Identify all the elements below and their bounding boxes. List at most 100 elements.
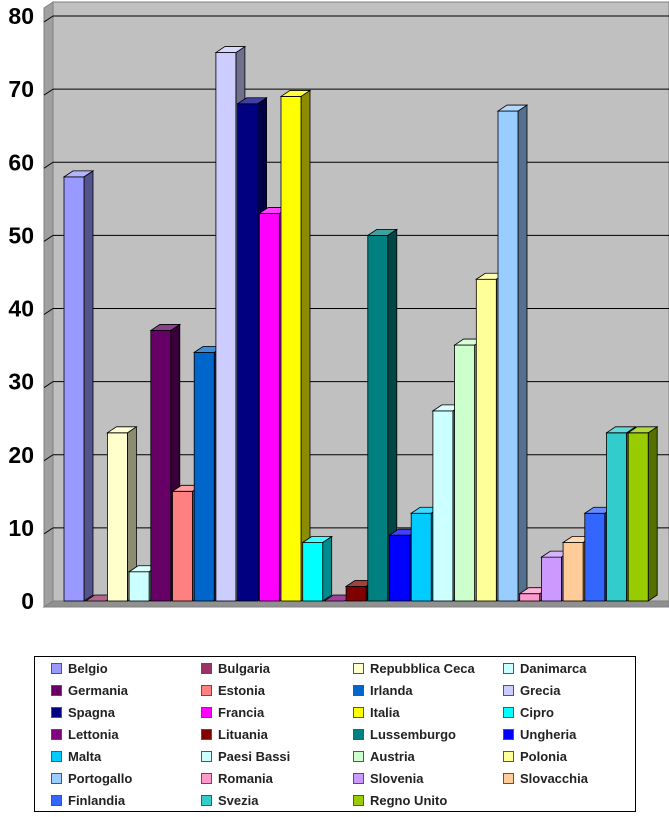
legend-item: Bulgaria <box>201 659 270 677</box>
bar <box>606 432 627 602</box>
legend-swatch <box>353 728 364 740</box>
legend-swatch <box>51 706 62 718</box>
legend-label: Irlanda <box>370 682 413 698</box>
legend-item: Estonia <box>201 681 265 699</box>
legend-swatch <box>201 772 212 784</box>
legend-swatch <box>353 772 364 784</box>
bar-top <box>496 104 529 112</box>
bar-top <box>605 426 637 434</box>
legend-item: Regno Unito <box>353 791 447 809</box>
bar <box>215 52 237 602</box>
legend-label: Danimarca <box>520 660 587 676</box>
legend-label: Romania <box>218 770 273 786</box>
legend-item: Svezia <box>201 791 258 809</box>
bar <box>107 432 128 602</box>
bar <box>237 103 259 602</box>
legend-label: Regno Unito <box>370 792 448 808</box>
legend-swatch <box>503 772 514 784</box>
legend-label: Italia <box>370 704 400 720</box>
legend-item: Belgio <box>51 659 108 677</box>
bar-top <box>106 426 138 434</box>
bar-chart: 0 10 20 30 40 50 60 70 80 <box>8 1 669 614</box>
legend-swatch <box>353 750 364 762</box>
chart-wall <box>52 1 669 602</box>
legend-label: Cipro <box>520 704 554 720</box>
legend-item: Lituania <box>201 725 268 743</box>
bar <box>280 96 302 602</box>
legend-swatch <box>503 684 514 696</box>
bar <box>128 571 150 602</box>
y-tick-label: 20 <box>8 442 34 468</box>
y-tick-label: 60 <box>8 149 34 175</box>
legend-label: Ungheria <box>520 726 577 742</box>
bar <box>475 278 497 602</box>
bar-side <box>517 104 528 602</box>
legend-label: Polonia <box>520 748 567 764</box>
legend-item: Cipro <box>503 703 554 721</box>
legend-swatch <box>201 706 212 718</box>
bar <box>519 593 541 602</box>
bar <box>172 490 193 602</box>
bar-side <box>300 89 311 602</box>
legend-swatch <box>51 794 62 806</box>
legend-item: Slovacchia <box>503 769 588 787</box>
legend-label: Slovenia <box>370 770 424 786</box>
legend-item: Spagna <box>51 703 115 721</box>
chart-side-wall <box>43 1 54 608</box>
bar <box>584 512 606 602</box>
legend-item: Irlanda <box>353 681 413 699</box>
legend-item: Grecia <box>503 681 560 699</box>
legend-label: Spagna <box>68 704 115 720</box>
bar <box>63 176 85 602</box>
legend-item: Finlandia <box>51 791 125 809</box>
gridline-side <box>43 161 54 169</box>
legend-swatch <box>353 662 364 674</box>
y-tick-label: 80 <box>8 3 34 29</box>
bar-top <box>236 97 268 105</box>
bar-top <box>279 90 312 97</box>
bar <box>562 542 584 602</box>
legend-label: Francia <box>218 704 265 720</box>
legend-label: Bulgaria <box>218 660 271 676</box>
y-tick-label: 10 <box>8 515 34 541</box>
y-tick-label: 40 <box>8 296 34 322</box>
legend-item: Danimarca <box>503 659 586 677</box>
legend-swatch <box>201 728 212 740</box>
bar-top <box>62 170 95 178</box>
legend-label: Lituania <box>218 726 268 742</box>
gridline-side <box>43 15 54 23</box>
legend-item: Repubblica Ceca <box>353 659 475 677</box>
y-tick-label: 0 <box>21 588 34 614</box>
y-tick-label: 70 <box>8 76 34 102</box>
legend-item: Italia <box>353 703 400 721</box>
legend-swatch <box>51 728 62 740</box>
bar <box>345 585 367 602</box>
legend-item: Romania <box>201 769 273 787</box>
legend-item: Lettonia <box>51 725 119 743</box>
bar <box>193 351 215 602</box>
legend-item: Ungheria <box>503 725 576 743</box>
bar <box>627 432 649 602</box>
bar <box>454 344 476 602</box>
legend-label: Malta <box>68 748 102 764</box>
legend-item: Lussemburgo <box>353 725 456 743</box>
legend-swatch <box>51 750 62 762</box>
bar-side <box>83 170 94 602</box>
legend-label: Germania <box>68 682 128 698</box>
legend-label: Svezia <box>218 792 259 808</box>
legend-item: Malta <box>51 747 101 765</box>
legend-item: Germania <box>51 681 128 699</box>
gridline-side <box>43 381 54 389</box>
bar-top <box>149 324 182 331</box>
bar-top <box>626 426 659 434</box>
legend-swatch <box>51 772 62 784</box>
legend-swatch <box>353 706 364 718</box>
bar-side <box>647 426 658 602</box>
legend-swatch <box>201 684 212 696</box>
legend-label: Grecia <box>520 682 561 698</box>
legend-swatch <box>51 662 62 674</box>
bar <box>389 534 410 602</box>
legend-swatch <box>503 662 514 674</box>
bar-top <box>214 46 247 53</box>
gridline-side <box>43 308 54 315</box>
